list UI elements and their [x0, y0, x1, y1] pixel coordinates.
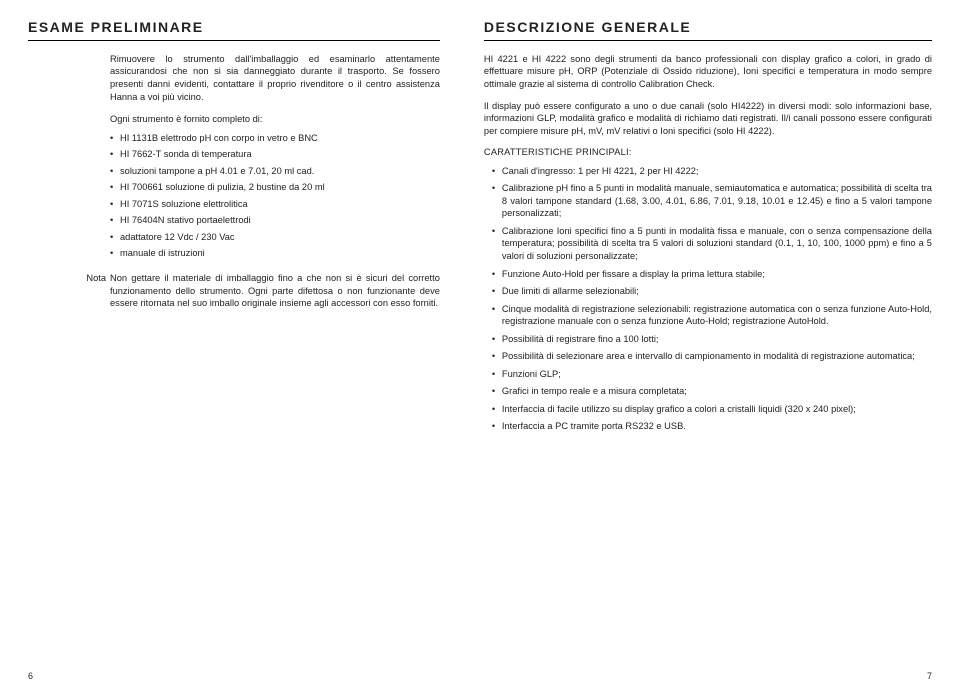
note-block: Nota Non gettare il materiale di imballa… — [28, 272, 440, 310]
feature-item: Interfaccia a PC tramite porta RS232 e U… — [492, 420, 932, 433]
left-list-item: adattatore 12 Vdc / 230 Vac — [110, 231, 440, 244]
feature-item: Interfaccia di facile utilizzo su displa… — [492, 403, 932, 416]
left-page: ESAME PRELIMINARE Rimuovere lo strumento… — [28, 18, 462, 678]
feature-item: Funzione Auto-Hold per fissare a display… — [492, 268, 932, 281]
left-list-item: manuale di istruzioni — [110, 247, 440, 260]
left-list-item: HI 700661 soluzione di pulizia, 2 bustin… — [110, 181, 440, 194]
right-p2: Il display può essere configurato a uno … — [484, 100, 932, 138]
feature-item: Calibrazione Ioni specifici fino a 5 pun… — [492, 225, 932, 263]
left-list-item: HI 1131B elettrodo pH con corpo in vetro… — [110, 132, 440, 145]
left-list-item: HI 76404N stativo portaelettrodi — [110, 214, 440, 227]
left-body: Rimuovere lo strumento dall'imballaggio … — [110, 53, 440, 260]
left-intro-paragraph: Rimuovere lo strumento dall'imballaggio … — [110, 53, 440, 103]
heading-left: ESAME PRELIMINARE — [28, 18, 440, 41]
feature-item: Grafici in tempo reale e a misura comple… — [492, 385, 932, 398]
left-list-item: HI 7662-T sonda di temperatura — [110, 148, 440, 161]
left-list-item: soluzioni tampone a pH 4.01 e 7.01, 20 m… — [110, 165, 440, 178]
left-list-item: HI 7071S soluzione elettrolitica — [110, 198, 440, 211]
feature-item: Calibrazione pH fino a 5 punti in modali… — [492, 182, 932, 220]
note-text: Non gettare il materiale di imballaggio … — [110, 272, 440, 310]
right-p1: HI 4221 e HI 4222 sono degli strumenti d… — [484, 53, 932, 91]
left-item-list: HI 1131B elettrodo pH con corpo in vetro… — [110, 132, 440, 260]
features-heading: CARATTERISTICHE PRINCIPALI: — [484, 146, 932, 159]
page-number-left: 6 — [28, 670, 33, 682]
heading-right: DESCRIZIONE GENERALE — [484, 18, 932, 41]
feature-item: Possibilità di selezionare area e interv… — [492, 350, 932, 363]
feature-item: Possibilità di registrare fino a 100 lot… — [492, 333, 932, 346]
feature-item: Cinque modalità di registrazione selezio… — [492, 303, 932, 328]
feature-item: Due limiti di allarme selezionabili; — [492, 285, 932, 298]
feature-item: Canali d'ingresso: 1 per HI 4221, 2 per … — [492, 165, 932, 178]
left-list-lead: Ogni strumento è fornito completo di: — [110, 113, 440, 126]
right-page: DESCRIZIONE GENERALE HI 4221 e HI 4222 s… — [462, 18, 932, 678]
features-list: Canali d'ingresso: 1 per HI 4221, 2 per … — [484, 165, 932, 433]
feature-item: Funzioni GLP; — [492, 368, 932, 381]
note-label: Nota — [28, 272, 106, 285]
page-number-right: 7 — [927, 670, 932, 682]
